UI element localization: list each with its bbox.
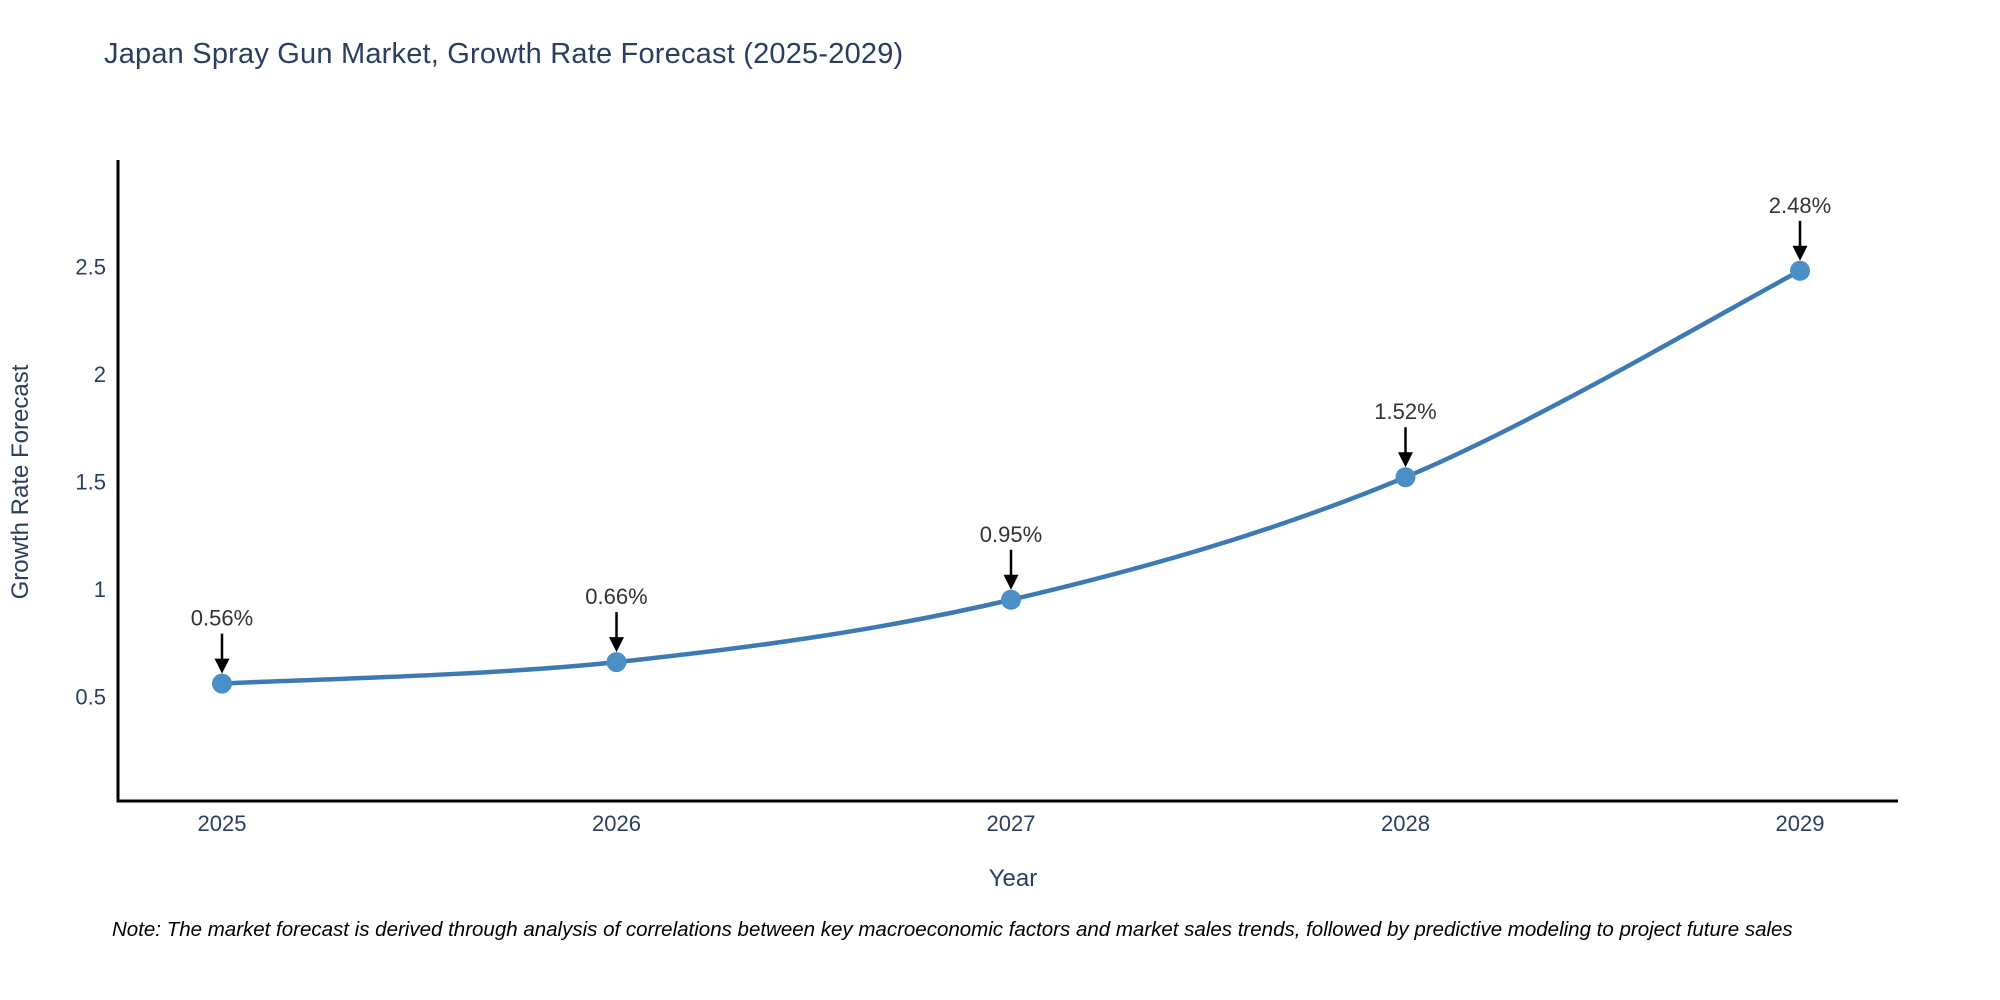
y-tick-label: 1: [94, 577, 106, 602]
y-tick-label: 2: [94, 362, 106, 387]
annotation-arrow-head: [1003, 574, 1019, 590]
x-tick-label: 2025: [198, 811, 247, 836]
data-point-label: 1.52%: [1374, 399, 1436, 424]
x-axis-title: Year: [989, 865, 1038, 892]
x-tick-label: 2027: [987, 811, 1036, 836]
chart-title: Japan Spray Gun Market, Growth Rate Fore…: [104, 38, 904, 70]
y-tick-label: 1.5: [75, 470, 106, 495]
chart-canvas[interactable]: 0.5 1 1.5 2 2.5 2025 2026 2027 2028 2029 0.56% 0.66…: [0, 0, 2000, 910]
annotation-arrow-head: [1792, 245, 1808, 261]
data-point-label: 2.48%: [1769, 193, 1831, 218]
annotation-arrow-head: [609, 637, 624, 653]
data-point-label: 0.56%: [191, 606, 253, 631]
x-tick-label: 2028: [1381, 811, 1430, 836]
data-point-marker[interactable]: [212, 673, 232, 694]
y-axis-title: Growth Rate Forecast: [7, 364, 34, 599]
axes-lines: [116, 160, 1898, 803]
annotation-arrow-head: [214, 658, 230, 674]
data-point-marker[interactable]: [1001, 589, 1021, 610]
data-point-label: 0.66%: [585, 584, 647, 609]
y-tick-label: 2.5: [75, 255, 106, 280]
data-point-label: 0.95%: [980, 522, 1042, 547]
data-point-marker[interactable]: [1395, 467, 1416, 488]
annotation-arrow-head: [1398, 452, 1413, 468]
x-tick-label: 2026: [592, 811, 641, 836]
data-point-marker[interactable]: [1790, 260, 1810, 281]
data-point-marker[interactable]: [606, 652, 627, 673]
source-note: Note: The market forecast is derived thr…: [112, 918, 1793, 941]
series-line: [221, 268, 1802, 686]
y-tick-label: 0.5: [75, 685, 106, 710]
x-tick-label: 2029: [1776, 811, 1825, 836]
